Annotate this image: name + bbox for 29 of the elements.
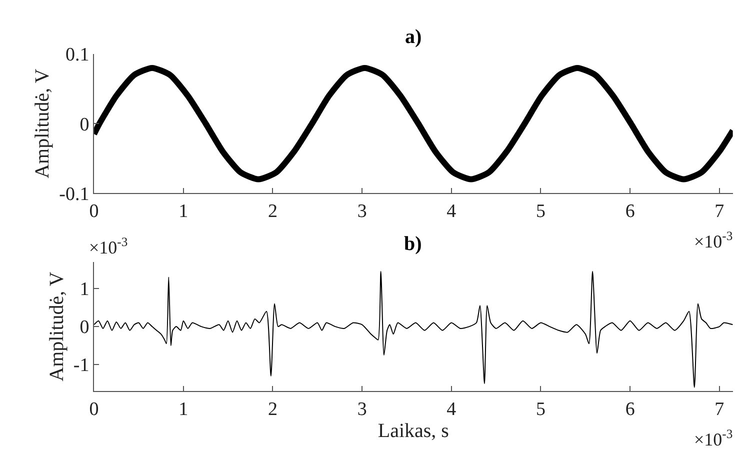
x-tick-label: 7 bbox=[714, 201, 724, 222]
y-tick-label: 0 bbox=[80, 317, 90, 338]
text: ×10$^{-3}$ bbox=[694, 229, 733, 252]
x-tick-label: 5 bbox=[536, 399, 546, 420]
chart-title: a) bbox=[405, 26, 422, 48]
x-tick-label: 5 bbox=[536, 201, 546, 222]
x-axis-title: Laikas, s bbox=[378, 420, 450, 442]
text: ×10$^{-3}$ bbox=[89, 235, 128, 258]
y-tick-label: -0.1 bbox=[59, 184, 90, 205]
y-axis-title: Amplitudė, V bbox=[46, 271, 68, 382]
x-tick-label: 4 bbox=[446, 201, 457, 222]
line-series bbox=[94, 270, 733, 388]
y-tick-label: -1 bbox=[73, 355, 90, 376]
y-tick-label: 1 bbox=[80, 279, 90, 300]
y-axis-title: Amplitudė, V bbox=[32, 68, 54, 178]
x-tick-label: 6 bbox=[625, 201, 635, 222]
x-tick-label: 6 bbox=[625, 399, 635, 420]
x-tick-label: 2 bbox=[268, 399, 278, 420]
x-tick-label: 3 bbox=[357, 201, 367, 222]
x-tick-label: 1 bbox=[178, 201, 188, 222]
chart-title: b) bbox=[404, 233, 422, 255]
x-tick-label: 2 bbox=[268, 201, 278, 222]
y-tick-label: 0 bbox=[80, 114, 90, 136]
x-tick-label: 1 bbox=[178, 399, 188, 420]
text: ×10$^{-3}$ bbox=[694, 427, 733, 450]
y-tick-label: 0.1 bbox=[66, 44, 90, 66]
x-tick-label: 7 bbox=[714, 399, 724, 420]
x-tick-label: 4 bbox=[446, 399, 457, 420]
x-tick-label: 3 bbox=[357, 399, 367, 420]
